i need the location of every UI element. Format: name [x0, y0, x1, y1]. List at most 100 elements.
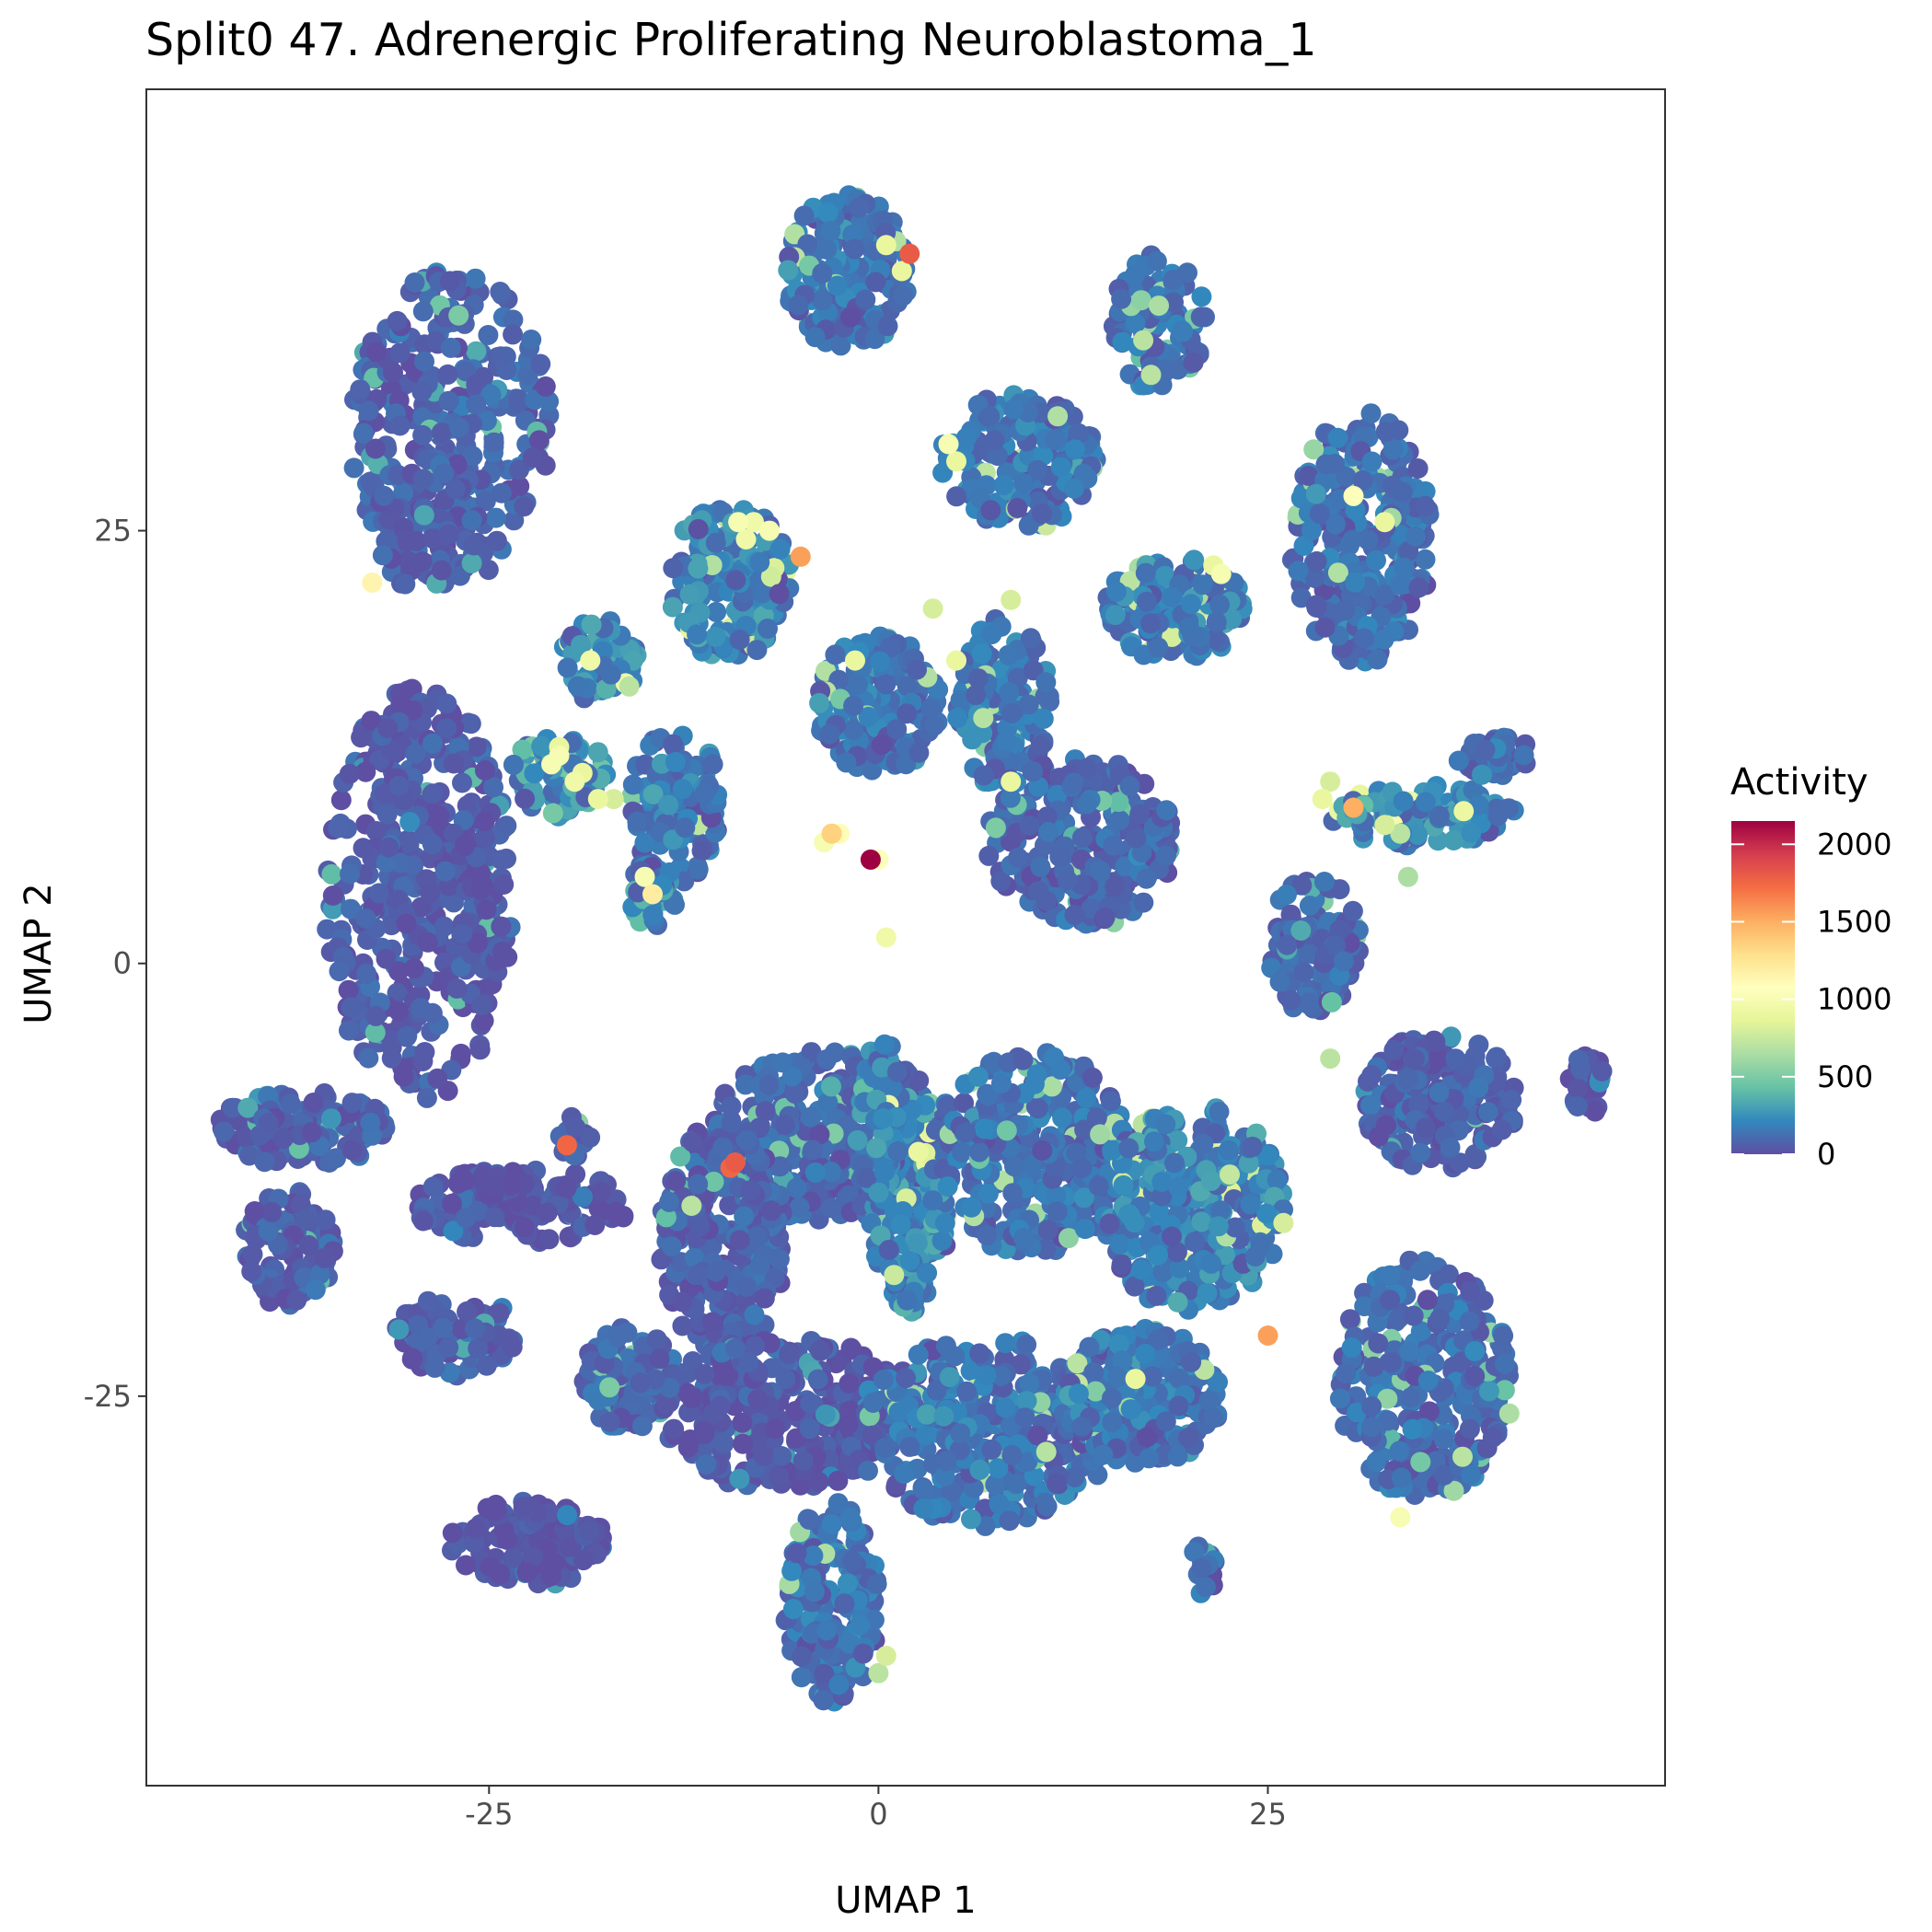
- scatter-point: [1119, 775, 1140, 796]
- scatter-point: [460, 713, 481, 735]
- scatter-point: [1394, 558, 1415, 578]
- scatter-point: [1408, 577, 1429, 598]
- scatter-point: [1410, 1142, 1431, 1163]
- scatter-point: [1049, 846, 1070, 867]
- scatter-point: [962, 729, 983, 750]
- scatter-point: [434, 861, 456, 882]
- scatter-point: [1429, 805, 1450, 827]
- scatter-point: [1111, 288, 1132, 309]
- scatter-point: [1280, 989, 1301, 1011]
- scatter-point: [1126, 827, 1147, 849]
- scatter-point: [416, 1087, 437, 1108]
- scatter-point: [412, 424, 434, 445]
- scatter-point: [870, 651, 891, 672]
- scatter-point: [556, 1177, 577, 1198]
- scatter-point: [1082, 1067, 1103, 1088]
- scatter-point: [1393, 791, 1414, 812]
- scatter-point: [1163, 1152, 1185, 1174]
- scatter-point: [1570, 1059, 1591, 1080]
- scatter-point: [968, 1141, 989, 1163]
- scatter-point: [584, 1215, 606, 1235]
- scatter-point: [1076, 1088, 1097, 1108]
- scatter-point: [473, 1010, 494, 1031]
- scatter-point: [816, 1049, 838, 1070]
- scatter-point: [418, 1290, 438, 1312]
- scatter-point: [402, 1348, 422, 1369]
- scatter-point: [674, 871, 695, 892]
- scatter-point: [1181, 594, 1201, 615]
- scatter-point: [1306, 597, 1327, 618]
- scatter-point: [1028, 776, 1049, 797]
- scatter-point: [1001, 702, 1023, 723]
- scatter-point: [978, 845, 1000, 866]
- scatter-point: [996, 1120, 1017, 1141]
- scatter-point: [1027, 459, 1048, 480]
- scatter-point: [1163, 270, 1184, 290]
- scatter-point: [1162, 1226, 1182, 1247]
- scatter-point: [1513, 745, 1534, 766]
- scatter-point: [1374, 584, 1395, 606]
- scatter-point: [1354, 628, 1375, 649]
- scatter-point: [503, 324, 524, 345]
- scatter-point: [1023, 761, 1044, 782]
- scatter-point: [388, 1001, 410, 1022]
- scatter-point: [1136, 868, 1157, 889]
- scatter-point: [509, 459, 529, 480]
- scatter-point: [998, 644, 1019, 665]
- scatter-point: [388, 1319, 410, 1340]
- scatter-point: [820, 220, 841, 241]
- scatter-point: [492, 941, 513, 962]
- scatter-point: [1293, 962, 1314, 983]
- scatter-point: [973, 765, 994, 786]
- scatter-point: [1313, 872, 1335, 892]
- scatter-point: [1161, 586, 1182, 607]
- scatter-point: [393, 1066, 414, 1087]
- scatter-point: [1077, 793, 1098, 815]
- scatter-point: [455, 833, 476, 854]
- scatter-point: [955, 1122, 977, 1143]
- scatter-point: [1146, 1285, 1167, 1306]
- scatter-point: [1276, 885, 1297, 905]
- scatter-point: [920, 698, 942, 719]
- scatter-point: [1156, 800, 1177, 821]
- scatter-point: [1299, 896, 1320, 916]
- scatter-point: [1148, 1244, 1169, 1266]
- scatter-point: [1453, 801, 1475, 822]
- scatter-point: [1220, 1164, 1240, 1186]
- scatter-point: [1461, 822, 1482, 843]
- scatter-point: [1397, 1068, 1418, 1089]
- scatter-point: [917, 1262, 938, 1283]
- scatter-point: [1415, 495, 1436, 516]
- scatter-point: [503, 754, 524, 775]
- scatter-point: [1327, 562, 1348, 584]
- scatter-point: [411, 381, 433, 402]
- scatter-point: [987, 445, 1008, 467]
- scatter-point: [1191, 1211, 1212, 1232]
- scatter-point: [258, 1221, 279, 1242]
- scatter-point: [431, 560, 452, 581]
- scatter-point: [663, 734, 684, 755]
- scatter-point: [448, 305, 469, 326]
- scatter-point: [417, 931, 438, 953]
- scatter-point: [924, 715, 944, 736]
- scatter-point: [522, 447, 543, 469]
- scatter-point: [413, 504, 434, 526]
- scatter-point: [438, 1336, 459, 1358]
- scatter-point: [514, 1217, 535, 1238]
- scatter-point: [1109, 810, 1130, 830]
- scatter-point: [980, 500, 1001, 521]
- scatter-point: [812, 290, 833, 311]
- scatter-point: [1290, 920, 1312, 941]
- scatter-point: [967, 668, 989, 689]
- scatter-point: [1090, 861, 1111, 882]
- scatter-point: [1190, 307, 1211, 328]
- scatter-point: [424, 1357, 445, 1378]
- scatter-point: [1026, 1064, 1047, 1085]
- scatter-point: [1100, 1091, 1121, 1112]
- scatter-point: [950, 689, 971, 711]
- scatter-point: [514, 496, 535, 517]
- scatter-point: [705, 532, 726, 553]
- scatter-point: [405, 743, 426, 764]
- scatter-point: [1052, 1107, 1073, 1128]
